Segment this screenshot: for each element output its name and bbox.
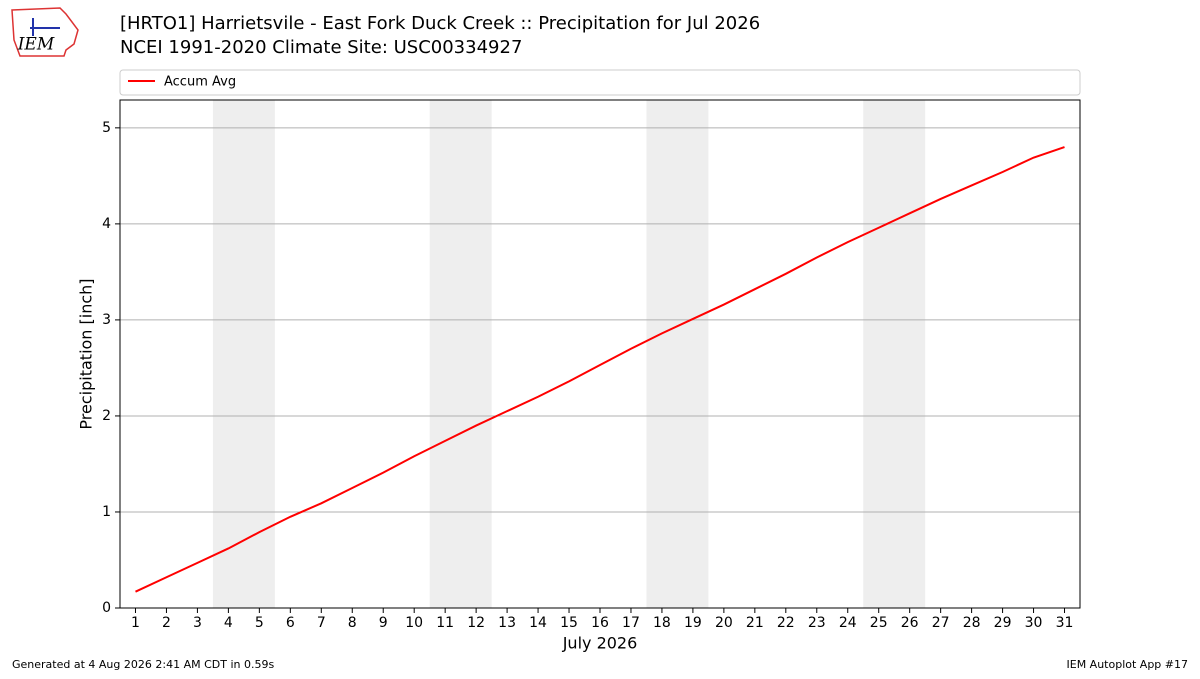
x-tick-label: 22 [777,615,795,631]
x-tick-label: 2 [162,615,171,631]
x-tick-label: 13 [498,615,516,631]
x-tick-label: 26 [901,615,919,631]
legend-label: Accum Avg [164,75,236,90]
x-tick-label: 4 [224,615,233,631]
x-tick-label: 24 [839,615,857,631]
weekend-band [646,100,709,608]
x-tick-label: 18 [653,615,671,631]
x-tick-label: 29 [994,615,1012,631]
x-tick-label: 21 [746,615,764,631]
x-tick-label: 25 [870,615,888,631]
x-tick-label: 1 [131,615,140,631]
y-tick-label: 4 [102,216,111,232]
x-tick-label: 5 [255,615,264,631]
x-tick-label: 12 [467,615,485,631]
chart-subtitle: NCEI 1991-2020 Climate Site: USC00334927 [120,37,522,58]
x-tick-label: 19 [684,615,702,631]
x-tick-label: 6 [286,615,295,631]
plot-frame [119,99,1081,609]
legend-box [119,69,1081,96]
x-tick-label: 30 [1025,615,1043,631]
y-tick-label: 1 [102,504,111,520]
x-tick-label: 17 [622,615,640,631]
x-tick-label: 15 [560,615,578,631]
x-tick-label: 9 [379,615,388,631]
y-axis-label: Precipitation [inch] [77,278,96,429]
footer-left: Generated at 4 Aug 2026 2:41 AM CDT in 0… [12,658,274,671]
weekend-band [429,100,492,608]
x-tick-label: 16 [591,615,609,631]
footer-right: IEM Autoplot App #17 [1067,658,1189,671]
data-line [135,146,1065,593]
x-tick-label: 23 [808,615,826,631]
x-axis-label: July 2026 [562,634,638,653]
weekend-band [863,100,926,608]
y-tick-label: 5 [102,120,111,136]
x-tick-label: 31 [1056,615,1074,631]
y-tick-label: 3 [102,312,111,328]
x-tick-label: 8 [348,615,357,631]
logo-text: IEM [17,35,55,55]
logo: IEM [11,7,79,57]
chart-title: [HRTO1] Harrietsvile - East Fork Duck Cr… [120,13,760,34]
x-tick-label: 3 [193,615,202,631]
y-tick-label: 0 [102,600,111,616]
x-tick-label: 27 [932,615,950,631]
x-tick-label: 14 [529,615,547,631]
x-tick-label: 10 [405,615,423,631]
weekend-band [212,100,275,608]
x-tick-label: 11 [436,615,454,631]
x-tick-label: 20 [715,615,733,631]
x-tick-label: 7 [317,615,326,631]
x-tick-label: 28 [963,615,981,631]
y-tick-label: 2 [102,408,111,424]
